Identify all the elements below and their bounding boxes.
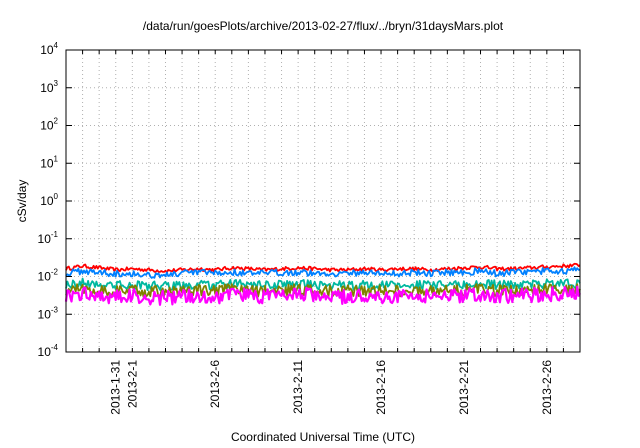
chart-title: /data/run/goesPlots/archive/2013-02-27/f… [143,19,504,33]
x-tick-label: 2013-2-16 [374,360,388,415]
series-line [65,262,581,274]
x-axis-label: Coordinated Universal Time (UTC) [231,430,415,444]
grid [66,50,580,352]
series-line [65,266,581,279]
y-tick-label: 10-4 [38,343,59,359]
x-tick-label: 2013-1-31 [109,360,123,415]
y-tick-label: 100 [40,192,58,208]
y-tick-label: 10-3 [38,305,59,321]
y-tick-label: 10-1 [38,230,59,246]
x-tick-label: 2013-2-11 [291,360,305,414]
axis-ticks: 10-4 10-3 10-2 10-1 100 101 102 103 104 2013-1-31… [38,41,580,415]
x-tick-label: 2013-2-26 [540,360,554,415]
plot-series [64,262,581,306]
y-tick-label: 103 [40,79,58,95]
y-tick-label: 10-2 [38,268,59,284]
y-tick-label: 102 [40,117,58,133]
x-tick-label: 2013-2-1 [125,360,139,408]
y-tick-label: 101 [40,154,58,170]
y-tick-label: 104 [40,41,58,57]
x-tick-label: 2013-2-21 [457,360,471,415]
x-tick-label: 2013-2-6 [208,360,222,408]
series-line [64,285,581,306]
y-axis-label: cSv/day [15,180,29,223]
series-line [65,277,581,292]
